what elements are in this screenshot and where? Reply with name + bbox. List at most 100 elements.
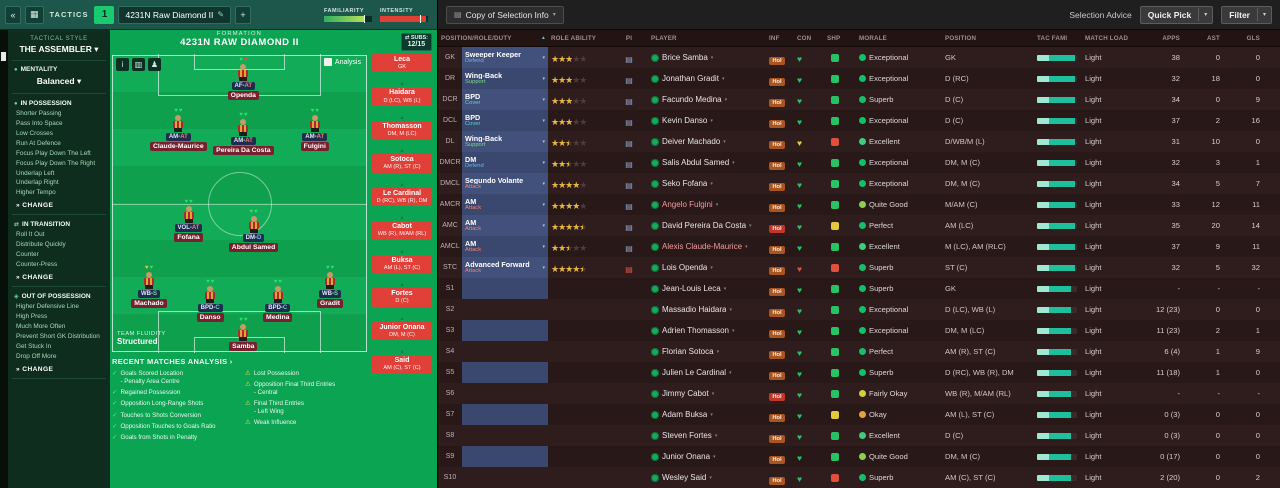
role-duty-chip[interactable]: AM-AT: [302, 133, 328, 141]
player-name-chip[interactable]: Danso: [196, 313, 224, 322]
chevron-down-icon[interactable]: ▾: [1198, 8, 1212, 21]
role-duty-chip[interactable]: AM-AT: [230, 137, 256, 145]
pitch-player[interactable]: ♥ ♥ VOL-AT Fofana: [147, 199, 231, 242]
player-instructions-icon[interactable]: ▤: [625, 159, 633, 169]
header-position-role-duty[interactable]: POSITION/ROLE/DUTY ▴: [441, 34, 545, 42]
player-name-chip[interactable]: Gradit: [317, 299, 344, 308]
header-con[interactable]: CON: [797, 34, 812, 42]
bench-player-card[interactable]: Le Cardinal D (RC), WB (R), DM: [372, 187, 432, 207]
pitch-player[interactable]: ♥ ♥ BPD-C Danso: [168, 279, 252, 322]
pitch-player[interactable]: ♥ ♥ DM-D Abdul Samed: [212, 209, 296, 252]
selection-advice-button[interactable]: Selection Advice: [1069, 9, 1132, 20]
player-cell[interactable]: Seko Fofana ▾: [648, 179, 766, 188]
role-duty-chip[interactable]: BPD-C: [265, 304, 291, 312]
tactics-pitch[interactable]: ♥ ♥ AF-AT Openda ♥ ♥ AM-AT Claude-Maurice ♥ ♥ AM-A…: [112, 54, 367, 353]
player-cell[interactable]: David Pereira Da Costa ▾: [648, 221, 766, 230]
player-cell[interactable]: Massadio Haidara ▾: [648, 305, 766, 314]
player-name-chip[interactable]: Fofana: [174, 233, 203, 242]
role-duty-cell[interactable]: AM Attack ▾: [462, 194, 548, 215]
player-cell[interactable]: Jimmy Cabot ▾: [648, 389, 766, 398]
player-cell[interactable]: Alexis Claude-Maurice ▾: [648, 242, 766, 251]
player-instructions-icon[interactable]: ▤: [625, 75, 633, 85]
player-instructions-icon[interactable]: ▤: [625, 264, 633, 274]
header-gls[interactable]: GLS: [1246, 34, 1260, 42]
analysis-toggle[interactable]: Analysis: [323, 58, 361, 66]
table-row[interactable]: S1 Jean-Louis Leca ▾ Hol ♥ Superb GK Light - - -: [438, 278, 1280, 299]
bench-player-card[interactable]: Leca GK: [372, 54, 432, 73]
player-instructions-icon[interactable]: ▤: [625, 201, 633, 211]
add-tactic-button[interactable]: +: [235, 5, 252, 24]
player-cell[interactable]: Brice Samba ▾: [648, 53, 766, 62]
role-duty-cell[interactable]: Segundo Volante Attack ▾: [462, 173, 548, 194]
header-player[interactable]: PLAYER: [651, 34, 677, 42]
role-duty-cell[interactable]: BPD Cover ▾: [462, 110, 548, 131]
player-cell[interactable]: Kevin Danso ▾: [648, 116, 766, 125]
mentality-selector[interactable]: Balanced ▾: [12, 75, 106, 94]
table-row[interactable]: S9 Junior Onana ▾ Hol ♥ Quite Good DM, M (C) Li…: [438, 446, 1280, 467]
checkbox-icon[interactable]: [323, 58, 332, 66]
player-cell[interactable]: Facundo Medina ▾: [648, 95, 766, 104]
player-cell[interactable]: Jean-Louis Leca ▾: [648, 284, 766, 293]
player-cell[interactable]: Steven Fortes ▾: [648, 431, 766, 440]
table-row[interactable]: S5 Julien Le Cardinal ▾ Hol ♥ Superb D (RC), W…: [438, 362, 1280, 383]
table-row[interactable]: S3 Adrien Thomasson ▾ Hol ♥ Exceptional DM, M …: [438, 320, 1280, 341]
role-duty-chip[interactable]: AM-AT: [165, 133, 191, 141]
player-instructions-icon[interactable]: ▤: [625, 54, 633, 64]
view-selector[interactable]: ▤ Copy of Selection Info ▾: [446, 5, 564, 24]
table-row[interactable]: S8 Steven Fortes ▾ Hol ♥ Excellent D (C) Light 0…: [438, 425, 1280, 446]
player-cell[interactable]: Junior Onana ▾: [648, 452, 766, 461]
player-cell[interactable]: Angelo Fulgini ▾: [648, 200, 766, 209]
player-instructions-icon[interactable]: ▤: [625, 96, 633, 106]
tactic-selector[interactable]: 4231N Raw Diamond II ✎: [118, 5, 232, 24]
bench-player-card[interactable]: Buksa AM (L), ST (C): [372, 254, 432, 274]
player-instructions-icon[interactable]: ▤: [625, 222, 633, 232]
player-name-chip[interactable]: Samba: [229, 342, 258, 351]
role-duty-chip[interactable]: WB-S: [319, 290, 342, 298]
player-name-chip[interactable]: Pereira Da Costa: [213, 146, 274, 155]
role-duty-chip[interactable]: VOL-AT: [174, 224, 203, 232]
role-duty-cell[interactable]: BPD Cover ▾: [462, 89, 548, 110]
role-duty-chip[interactable]: AF-AT: [231, 82, 256, 90]
player-instructions-icon[interactable]: ▤: [625, 138, 633, 148]
change-button[interactable]: » CHANGE: [12, 362, 106, 379]
pitch-player[interactable]: ♥ ♥ WB-S Gradit: [288, 265, 372, 308]
table-row[interactable]: S2 Massadio Haidara ▾ Hol ♥ Exceptional D (LC)…: [438, 299, 1280, 320]
bench-player-card[interactable]: Haidara D (LC), WB (L): [372, 87, 432, 106]
player-instructions-icon[interactable]: ▤: [625, 117, 633, 127]
player-name-chip[interactable]: Fulgini: [300, 142, 329, 151]
tactic-tab-1[interactable]: 1: [94, 5, 115, 24]
pitch-player[interactable]: ♥ ♥ WB-S Machado: [107, 265, 191, 308]
player-instructions-icon[interactable]: ▤: [625, 243, 633, 253]
bench-player-card[interactable]: Junior Onana DM, M (C): [372, 321, 432, 341]
role-duty-chip[interactable]: WB-S: [137, 290, 160, 298]
player-cell[interactable]: Salis Abdul Samed ▾: [648, 158, 766, 167]
player-name-chip[interactable]: Medina: [263, 313, 293, 322]
player-cell[interactable]: Wesley Said ▾: [648, 473, 766, 482]
role-duty-cell[interactable]: AM Attack ▾: [462, 215, 548, 236]
tactical-style-selector[interactable]: THE ASSEMBLER ▾: [12, 42, 106, 61]
change-button[interactable]: » CHANGE: [12, 270, 106, 287]
quick-pick-button[interactable]: Quick Pick ▾: [1139, 5, 1214, 24]
player-instructions-icon[interactable]: ▤: [625, 180, 633, 190]
change-button[interactable]: » CHANGE: [12, 198, 106, 216]
tactics-grid-icon[interactable]: ▦: [25, 5, 44, 24]
header-morale[interactable]: MORALE: [859, 34, 888, 42]
role-duty-cell[interactable]: AM Attack ▾: [462, 236, 548, 257]
header-ast[interactable]: AST: [1207, 34, 1220, 42]
bench-player-card[interactable]: Cabot WB (R), M/AM (RL): [372, 221, 432, 240]
header-match-load[interactable]: MATCH LOAD: [1085, 34, 1129, 42]
pitch-player[interactable]: ♥ ♥ AM-AT Pereira Da Costa: [201, 112, 285, 155]
player-name-chip[interactable]: Machado: [131, 299, 167, 308]
table-row[interactable]: S7 Adam Buksa ▾ Hol ♥ Okay AM (L), ST (C) Light…: [438, 404, 1280, 425]
filter-button[interactable]: Filter ▾: [1221, 5, 1272, 24]
header-position[interactable]: POSITION: [945, 34, 977, 42]
analysis-button[interactable]: ▥: [132, 58, 145, 71]
pitch-player[interactable]: ♥ ♥ Samba: [201, 317, 285, 351]
player-cell[interactable]: Deiver Machado ▾: [648, 137, 766, 146]
